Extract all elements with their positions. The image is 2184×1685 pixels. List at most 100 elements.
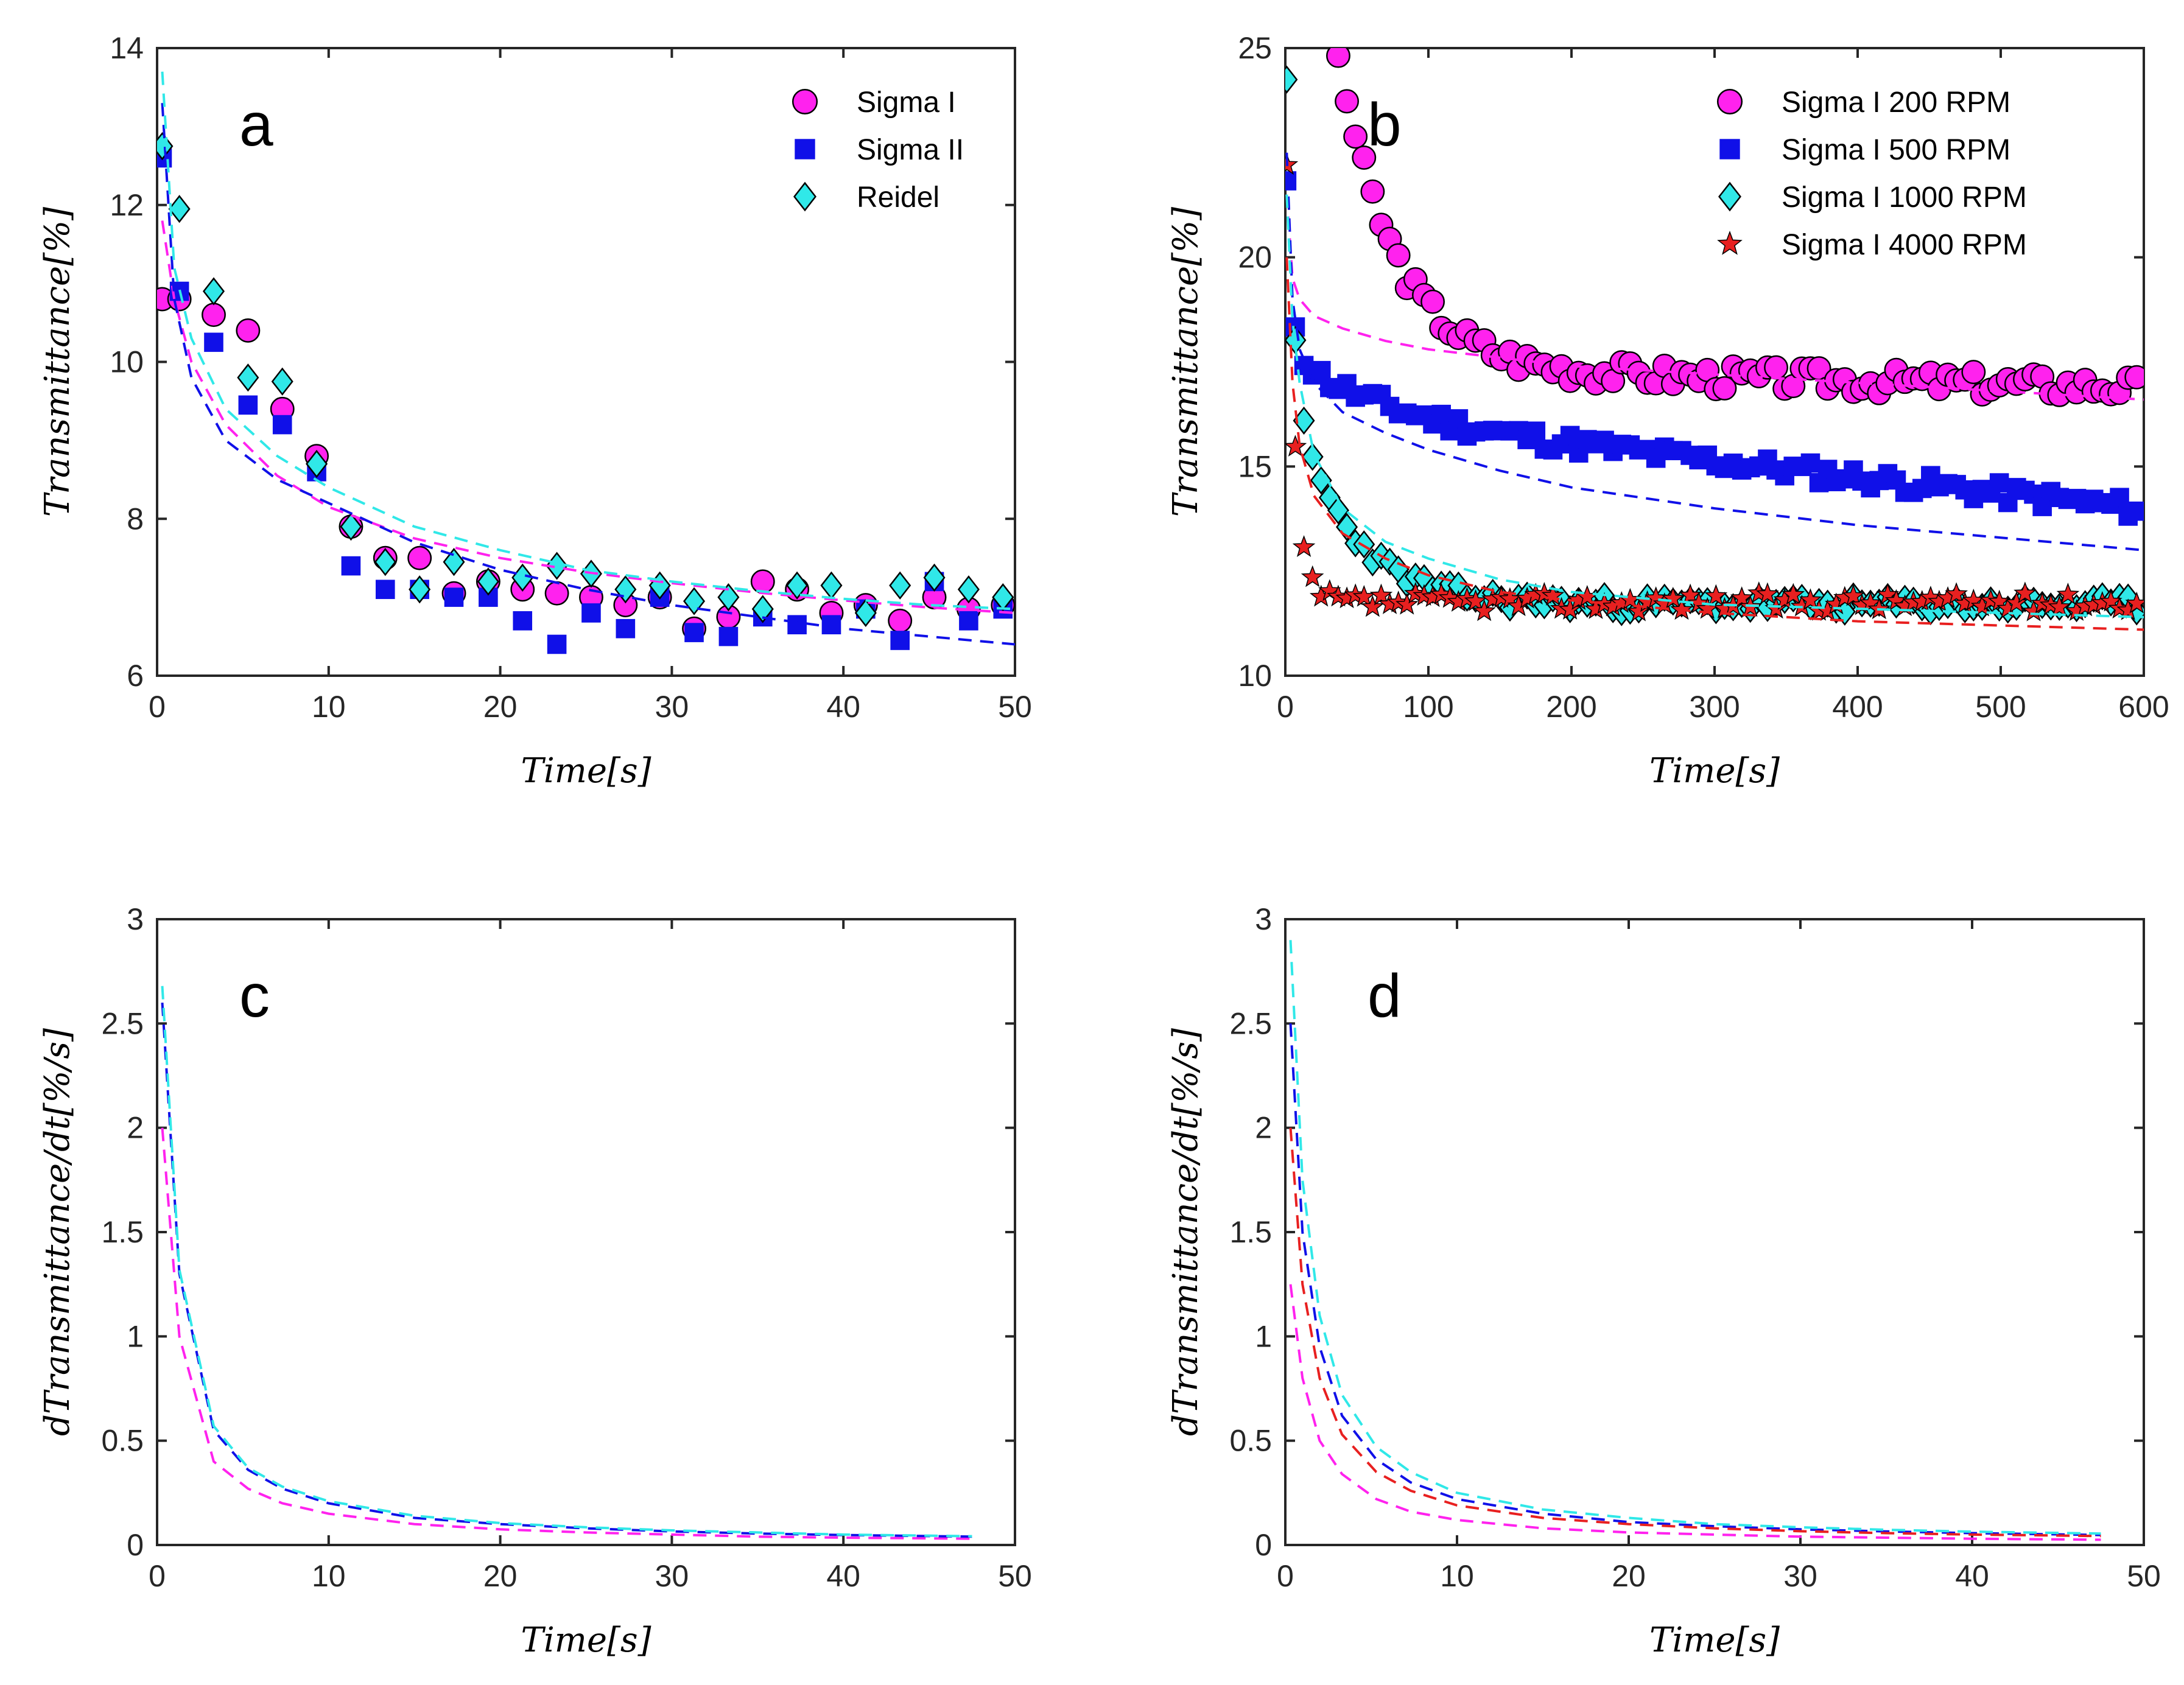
data-point — [444, 587, 464, 607]
data-point — [1369, 583, 1393, 606]
data-point — [204, 332, 223, 352]
data-point — [374, 548, 396, 576]
data-point — [2056, 583, 2080, 604]
data-point — [717, 583, 740, 612]
y-axis-title: Transmittance[%] — [1166, 207, 1206, 517]
data-point — [1327, 496, 1349, 525]
legend-label: Sigma I 200 RPM — [1782, 86, 2010, 119]
data-point — [238, 395, 258, 415]
data-point — [786, 571, 809, 600]
data-point — [820, 571, 843, 600]
data-point — [2110, 488, 2129, 508]
data-point — [1285, 435, 1307, 457]
data-point — [1352, 145, 1377, 170]
data-point — [581, 603, 601, 623]
y-axis-title: dTransmittance/dt[%/s] — [38, 1028, 77, 1436]
x-tick-label: 30 — [655, 1559, 689, 1593]
data-point — [1285, 65, 1298, 94]
data-point — [271, 367, 293, 396]
data-point — [157, 131, 174, 161]
y-tick-label: 0.5 — [101, 1424, 144, 1458]
legend: Sigma I 200 RPM Sigma I 500 RPM Sigma I 1… — [1716, 86, 2027, 261]
plot-area — [1285, 48, 2144, 631]
panel-letter: b — [1368, 91, 1402, 159]
x-tick-label: 50 — [2127, 1559, 2161, 1593]
data-point — [375, 580, 395, 600]
axes-frame — [1284, 918, 2145, 1546]
y-tick-label: 0 — [127, 1528, 144, 1562]
y-tick-label: 6 — [127, 659, 144, 693]
panel-a: 0 10 20 30 40 50 6 8 10 12 14 Time[s] Transmittance[… — [38, 31, 1032, 791]
data-point — [1361, 595, 1385, 617]
plot-area — [161, 986, 972, 1540]
x-tick-label: 10 — [312, 690, 346, 724]
data-point — [513, 611, 533, 631]
data-point — [889, 571, 911, 600]
data-point — [2127, 501, 2144, 521]
data-point — [340, 513, 362, 541]
y-tick-label: 0 — [1255, 1528, 1272, 1562]
y-tick-label: 1 — [127, 1319, 144, 1353]
y-tick-label: 20 — [1238, 240, 1272, 275]
data-point — [1989, 473, 2009, 492]
data-point — [544, 581, 569, 606]
x-tick-label: 500 — [1975, 690, 2026, 724]
fit-line — [161, 220, 1015, 614]
data-point — [1285, 153, 1299, 175]
y-tick-label: 0.5 — [1229, 1424, 1272, 1458]
y-tick-label: 1 — [1255, 1319, 1272, 1353]
data-point — [1326, 48, 1350, 68]
x-tick-label: 20 — [483, 690, 518, 724]
data-point — [1712, 376, 1737, 401]
series-1 — [1285, 171, 2144, 526]
x-tick-label: 30 — [1783, 1559, 1817, 1593]
x-tick-label: 50 — [998, 1559, 1032, 1593]
data-point — [888, 608, 913, 633]
data-point — [341, 556, 361, 576]
panel-letter: d — [1368, 962, 1402, 1030]
x-tick-label: 20 — [483, 1559, 518, 1593]
fit-line — [161, 71, 1015, 611]
panel-d: 0 10 20 30 40 50 0 0.5 1 1.5 2 2.5 3 Time[s] dTransmit… — [1166, 902, 2161, 1660]
data-point — [547, 634, 567, 654]
y-tick-label: 8 — [127, 502, 144, 536]
legend-marker — [793, 181, 816, 212]
legend-label: Sigma I 500 RPM — [1782, 134, 2010, 166]
data-point — [616, 618, 636, 639]
data-point — [1352, 584, 1376, 607]
data-point — [1335, 89, 1360, 114]
data-point — [1961, 360, 1986, 385]
data-point — [1310, 466, 1332, 495]
data-point — [272, 415, 292, 435]
data-point — [1301, 565, 1324, 587]
plot-area — [157, 71, 1015, 654]
legend: Sigma I Sigma II Reidel — [792, 86, 964, 214]
x-tick-label: 40 — [1955, 1559, 1989, 1593]
panel-b: 0 100 200 300 400 500 600 10 15 20 25 Time[s] Transm… — [1166, 31, 2169, 791]
series-line — [161, 1002, 972, 1538]
y-tick-label: 10 — [1238, 659, 1272, 693]
y-tick-label: 3 — [127, 902, 144, 936]
data-point — [821, 615, 841, 635]
legend-marker — [1718, 181, 1741, 212]
y-tick-label: 15 — [1238, 449, 1272, 483]
series-line — [161, 1127, 972, 1540]
data-point — [957, 575, 980, 604]
data-point — [1360, 179, 1385, 204]
data-point — [1448, 409, 1469, 429]
data-point — [1800, 453, 1821, 473]
data-point — [477, 567, 499, 596]
data-point — [1541, 584, 1565, 606]
x-tick-label: 300 — [1689, 690, 1740, 724]
x-tick-label: 0 — [1277, 690, 1294, 724]
data-point — [409, 575, 431, 604]
fit-line — [1285, 194, 2144, 618]
data-point — [1292, 535, 1316, 557]
data-point — [1756, 582, 1779, 604]
data-point — [1464, 589, 1487, 611]
data-point — [1782, 583, 1805, 605]
data-point — [1730, 586, 1754, 608]
data-point — [1799, 588, 1822, 611]
y-tick-label: 2 — [127, 1111, 144, 1145]
data-point — [2014, 581, 2037, 604]
